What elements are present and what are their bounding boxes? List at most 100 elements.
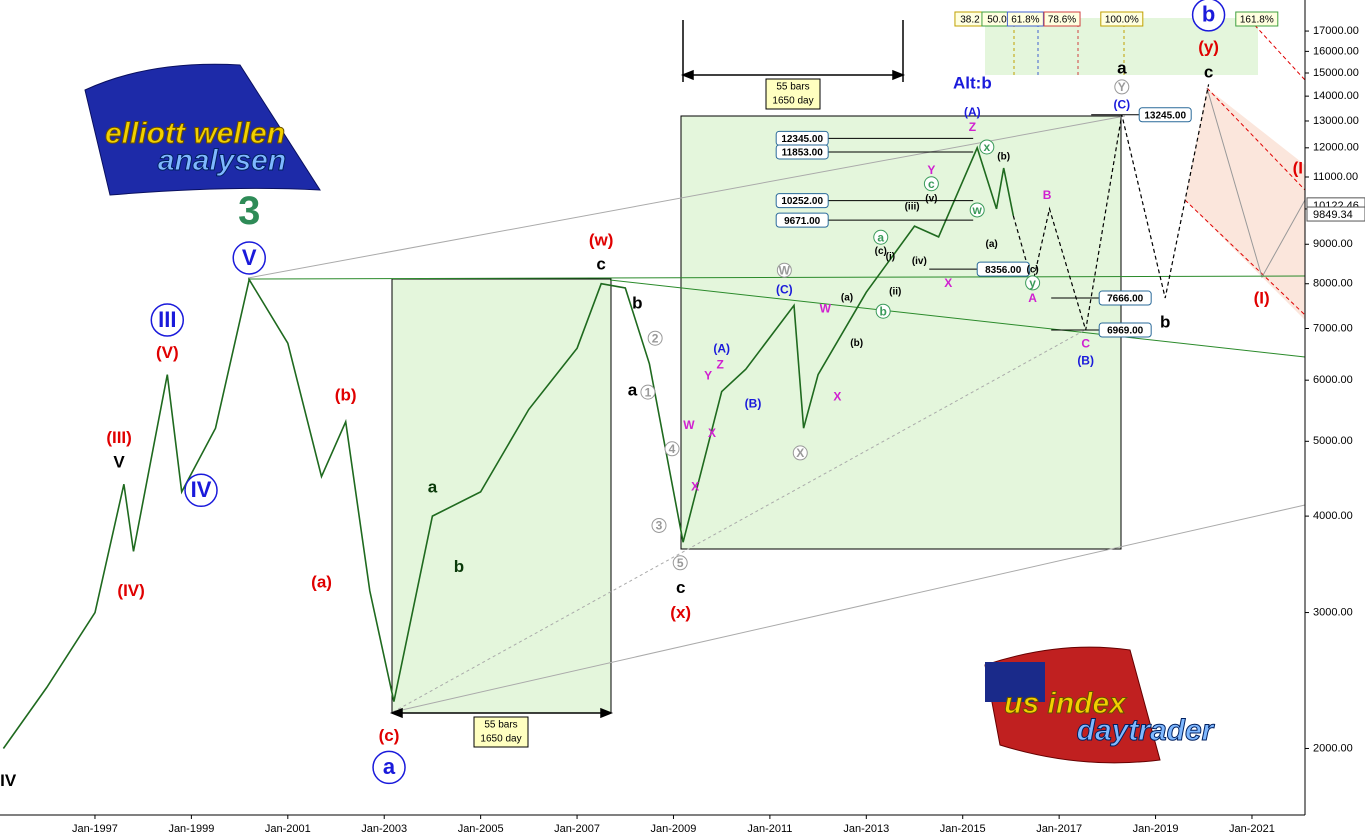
wave-label: (c) [875, 246, 887, 257]
wave-label: (C) [776, 282, 793, 296]
logo-text: elliott wellen [105, 117, 285, 150]
trend-line [609, 279, 1306, 358]
wave-label: a [877, 230, 884, 244]
logo-text: analysen [158, 144, 286, 177]
price-box [1098, 290, 1152, 306]
y-tick-label: 8000.00 [1313, 278, 1353, 290]
fib-label: 50.0 [987, 15, 1007, 26]
wave-label: 2 [652, 331, 659, 345]
wave-circle [184, 473, 218, 508]
x-tick-label: Jan-2013 [843, 823, 889, 835]
y-tick-label: 3000.00 [1313, 606, 1353, 618]
wave-label: X [708, 426, 716, 440]
wave-label: y [1029, 276, 1036, 290]
forecast-channel [1184, 19, 1306, 316]
wave-circle [792, 445, 808, 461]
x-tick-label: Jan-2019 [1133, 823, 1179, 835]
price-box-label: 6969.00 [1107, 326, 1144, 337]
wave-label: X [833, 389, 841, 403]
wave-label: X [796, 446, 804, 460]
wave-label: (iv) [912, 256, 927, 267]
x-tick-label: Jan-1999 [168, 823, 214, 835]
wave-circle [873, 229, 889, 245]
wave-circle [372, 750, 406, 785]
wave-label: (iii) [905, 202, 920, 213]
wave-label: (b) [850, 338, 863, 349]
fib-tag [1100, 11, 1144, 27]
y-tick-label: 7000.00 [1313, 322, 1353, 334]
wave-circle [776, 262, 792, 278]
wave-label: A [1028, 291, 1037, 305]
note-text: 1650 day [480, 734, 521, 745]
x-tick-label: Jan-2015 [940, 823, 986, 835]
fib-tag [1043, 11, 1081, 27]
wave-circle [969, 202, 985, 218]
fib-label: 38.2 [960, 15, 980, 26]
wave-label: b [632, 294, 642, 313]
fib-label: 78.6% [1048, 15, 1076, 26]
wave-circle [232, 241, 266, 275]
last-price-tag [1306, 206, 1365, 222]
note-text: 55 bars [484, 720, 517, 731]
trend-line [247, 115, 1126, 279]
alt-path [1206, 87, 1306, 279]
wave-label: W [779, 263, 791, 277]
wave-label: (C) [1113, 97, 1130, 111]
logo-top: elliott wellen analysen [84, 63, 321, 196]
wave-label: V [242, 245, 257, 270]
wave-label: 5 [677, 556, 684, 570]
note-box: 55 bars 1650 day [765, 78, 821, 110]
wave-circle [664, 441, 680, 457]
y-tick-label: 12000.00 [1313, 142, 1359, 154]
wave-label: Y [1118, 80, 1126, 94]
x-tick-label: Jan-2007 [554, 823, 600, 835]
y-tick-label: 4000.00 [1313, 510, 1353, 522]
wave-label: 3 [656, 519, 663, 533]
wave-label: b [880, 304, 887, 318]
y-tick-label: 16000.00 [1313, 45, 1359, 57]
wave-label: Y [704, 368, 712, 382]
note-box: 55 bars 1650 day [473, 716, 529, 748]
wave-label: Z [969, 120, 976, 134]
y-tick-label: 9000.00 [1313, 238, 1353, 250]
price-box-label: 11853.00 [782, 148, 824, 159]
x-tick-label: Jan-2021 [1229, 823, 1275, 835]
wave-label: Alt:b [953, 73, 992, 92]
wave-label: c [596, 255, 605, 274]
price-box-label: 10252.00 [781, 196, 823, 207]
wave-circle [1191, 0, 1226, 32]
price-box-label: 12345.00 [781, 134, 823, 145]
wave-label: (x) [670, 603, 691, 622]
price-box [775, 193, 829, 209]
time-box [680, 115, 1122, 550]
wave-label: (B) [745, 396, 762, 410]
wave-label: (b) [997, 152, 1010, 163]
wave-label: (a) [986, 239, 998, 250]
price-box [1138, 107, 1192, 123]
wave-label: X [691, 480, 699, 494]
wave-label: (w) [589, 231, 614, 250]
wave-circle [979, 139, 995, 155]
wave-label: B [1043, 188, 1052, 202]
wave-circle [1025, 275, 1041, 291]
wave-label: X [944, 276, 952, 290]
wave-label: (a) [841, 293, 853, 304]
wave-circle [651, 517, 667, 533]
y-tick-label: 11000.00 [1313, 171, 1358, 183]
price-box [775, 212, 829, 228]
logo-text: us index [1004, 687, 1127, 720]
x-tick-label: Jan-2005 [458, 823, 504, 835]
wave-circle [647, 330, 663, 346]
wave-label: a [383, 754, 396, 779]
price-box-label: 7666.00 [1107, 294, 1144, 305]
wave-circle [875, 303, 891, 319]
wave-label: 4 [669, 442, 676, 456]
wave-label: (A) [964, 105, 981, 119]
price-box-label: 9671.00 [784, 216, 821, 227]
wave-label: C [1081, 336, 1090, 350]
price-box-label: 8356.00 [985, 265, 1022, 276]
price-line [2, 145, 1015, 749]
wave-circle [923, 176, 939, 192]
wave-label: a [428, 478, 438, 497]
x-tick-label: Jan-2001 [265, 823, 311, 835]
